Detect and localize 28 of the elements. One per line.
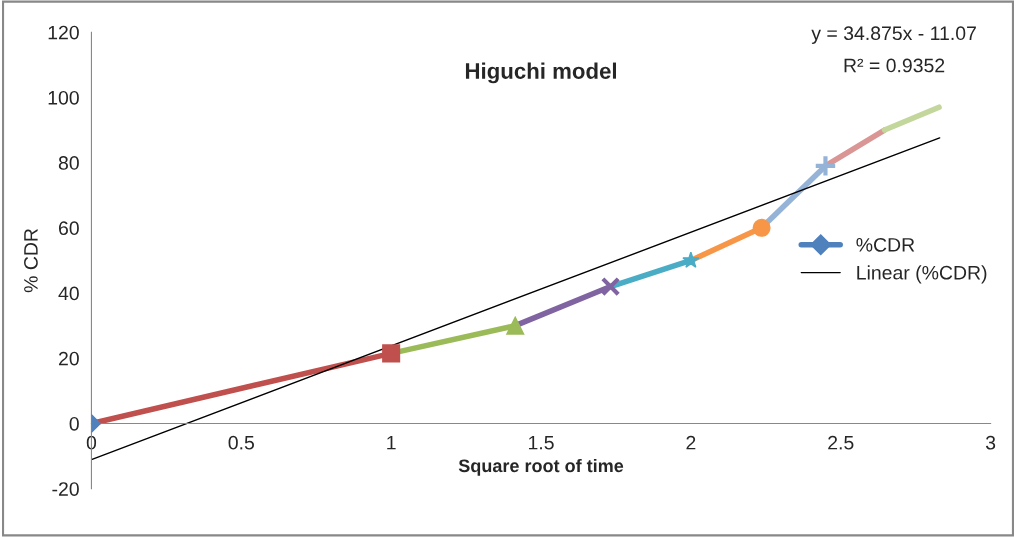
y-axis-title: % CDR — [24, 228, 38, 293]
x-tick-label: 1.5 — [528, 435, 554, 450]
y-tick-label: 80 — [58, 156, 79, 170]
y-tick-label: -20 — [52, 482, 79, 496]
x-tick-label: 1 — [387, 435, 396, 450]
x-tick-label: 0.5 — [228, 435, 254, 450]
point — [600, 276, 621, 297]
legend-label: Linear (%CDR) — [857, 265, 987, 284]
point — [752, 218, 771, 237]
point — [506, 316, 525, 335]
y-tick-label: 20 — [58, 351, 79, 366]
x-tick-label: 3 — [985, 435, 996, 450]
annotation: R² = 0.9352 — [844, 58, 945, 73]
y-tick-label: 120 — [48, 25, 79, 40]
y-tick-label: 40 — [58, 286, 79, 301]
point — [682, 251, 700, 268]
x-axis-title: Square root of time — [458, 458, 624, 476]
x-tick-label: 0 — [86, 435, 97, 450]
legend-label: %CDR — [856, 237, 915, 252]
text: Higuchi model — [465, 62, 616, 84]
y-tick-label: 100 — [48, 90, 79, 105]
x-tick-label: 2 — [686, 435, 696, 450]
point — [813, 154, 838, 178]
y-tick-label: 60 — [59, 221, 79, 236]
annotation: y = 34.875x - 11.07 — [811, 26, 976, 44]
point — [382, 344, 401, 363]
y-tick-label: 0 — [69, 416, 79, 431]
x-tick-label: 2.5 — [828, 435, 854, 450]
